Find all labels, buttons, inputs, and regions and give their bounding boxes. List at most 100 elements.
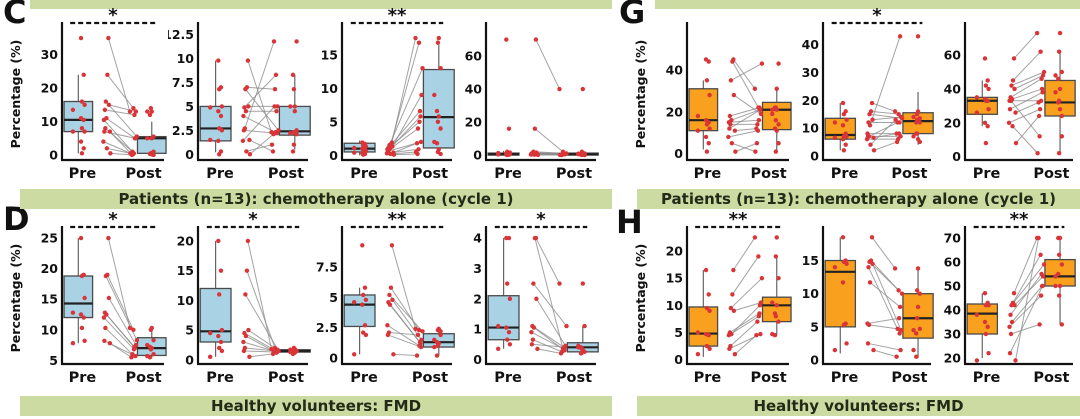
svg-text:0: 0 xyxy=(952,149,961,164)
subplot-H3: 20 30 40 50 60 70 ** Pre Post xyxy=(944,212,1076,386)
svg-text:Pre: Pre xyxy=(831,166,859,182)
svg-text:5: 5 xyxy=(329,114,338,129)
svg-text:15: 15 xyxy=(41,292,58,307)
subplot-D4: 0 1 2 3 4 * Pre Post xyxy=(473,212,599,386)
svg-text:2: 2 xyxy=(473,291,482,306)
panel-label-C: C xyxy=(3,0,27,31)
svg-text:10: 10 xyxy=(41,322,59,337)
svg-text:15: 15 xyxy=(802,253,819,268)
svg-text:20: 20 xyxy=(465,115,483,130)
svg-text:Pre: Pre xyxy=(494,166,522,182)
banner-patients-right: Patients (n=13): chemotherapy alone (cyc… xyxy=(637,189,1080,209)
svg-text:40: 40 xyxy=(944,303,962,318)
svg-text:5: 5 xyxy=(810,319,819,334)
svg-text:0: 0 xyxy=(185,352,194,367)
panel-G-charts: 0 20 40 Percentage (%) Pre Post 0 10 20 30 40 * Pre P… xyxy=(633,8,1077,188)
svg-text:15: 15 xyxy=(666,271,683,286)
svg-text:20: 20 xyxy=(177,233,195,248)
svg-text:Post: Post xyxy=(412,166,448,182)
svg-text:60: 60 xyxy=(944,255,962,270)
banner-healthy-left: Healthy volunteers: FMD xyxy=(20,396,612,416)
svg-text:2.5: 2.5 xyxy=(172,123,194,138)
svg-text:60: 60 xyxy=(944,48,962,63)
svg-text:0: 0 xyxy=(473,352,482,367)
svg-text:50: 50 xyxy=(944,279,962,294)
svg-text:30: 30 xyxy=(802,65,820,80)
svg-text:Pre: Pre xyxy=(69,370,97,386)
svg-text:12.5: 12.5 xyxy=(168,27,194,42)
subplot-G3: 0 20 40 60 Pre Post xyxy=(944,22,1076,182)
svg-text:40: 40 xyxy=(802,37,820,52)
banner-patients-left: Patients (n=13): chemotherapy alone (cyc… xyxy=(20,189,612,209)
svg-text:Post: Post xyxy=(1033,166,1069,182)
subplot-G1: 0 20 40 Percentage (%) Pre Post xyxy=(633,22,792,182)
svg-text:20: 20 xyxy=(666,104,684,119)
svg-text:*: * xyxy=(248,212,258,230)
svg-text:70: 70 xyxy=(944,231,962,246)
svg-text:10: 10 xyxy=(177,293,195,308)
svg-text:20: 20 xyxy=(666,244,684,259)
svg-text:Pre: Pre xyxy=(206,370,234,386)
svg-text:Post: Post xyxy=(751,166,787,182)
svg-text:Post: Post xyxy=(556,370,592,386)
panel-C-charts: 0 10 20 30 Percentage (%) * Pre Post 0 2.5 5 7.5 10 1… xyxy=(8,8,600,188)
svg-text:40: 40 xyxy=(944,81,962,96)
subplot-H1: 0 5 10 15 20 Percentage (%) ** Pre Post xyxy=(633,212,792,386)
svg-text:Pre: Pre xyxy=(694,370,722,386)
svg-text:Post: Post xyxy=(751,370,787,386)
svg-text:5: 5 xyxy=(49,353,58,368)
svg-text:10: 10 xyxy=(177,51,195,66)
svg-text:4: 4 xyxy=(473,231,482,246)
svg-text:Percentage (%): Percentage (%) xyxy=(633,244,648,353)
svg-text:**: ** xyxy=(1010,212,1029,230)
svg-text:Post: Post xyxy=(1033,370,1069,386)
subplot-C2: 0 2.5 5 7.5 10 12.5 Pre Post xyxy=(168,22,311,182)
subplot-D3: 0 2.5 5 7.5 ** Pre Post xyxy=(316,212,455,386)
svg-text:15: 15 xyxy=(321,47,338,62)
svg-text:3: 3 xyxy=(473,261,482,276)
svg-text:0: 0 xyxy=(185,147,194,162)
svg-text:*: * xyxy=(108,212,118,230)
svg-text:7.5: 7.5 xyxy=(172,75,194,90)
svg-text:*: * xyxy=(872,8,882,26)
svg-text:20: 20 xyxy=(41,261,59,276)
subplot-C1: 0 10 20 30 Percentage (%) * Pre Post xyxy=(8,8,167,182)
svg-text:0: 0 xyxy=(49,147,58,162)
svg-text:20: 20 xyxy=(944,115,962,130)
svg-text:Pre: Pre xyxy=(831,370,859,386)
svg-text:Pre: Pre xyxy=(206,166,234,182)
svg-text:60: 60 xyxy=(465,49,483,64)
svg-text:40: 40 xyxy=(666,62,684,77)
svg-text:**: ** xyxy=(388,8,407,26)
svg-text:Percentage (%): Percentage (%) xyxy=(8,244,23,353)
svg-text:Pre: Pre xyxy=(973,166,1001,182)
svg-text:Pre: Pre xyxy=(350,166,378,182)
svg-text:5: 5 xyxy=(674,325,683,340)
top-banner-left xyxy=(30,0,612,9)
svg-text:25: 25 xyxy=(41,231,58,246)
svg-text:5: 5 xyxy=(185,99,194,114)
svg-text:30: 30 xyxy=(41,47,59,62)
top-banner-right xyxy=(655,0,1080,9)
svg-text:20: 20 xyxy=(41,81,59,96)
panel-label-H: H xyxy=(616,203,643,241)
subplot-D1: 5 10 15 20 25 Percentage (%) * Pre Post xyxy=(8,212,167,386)
svg-text:10: 10 xyxy=(802,121,820,136)
svg-text:Post: Post xyxy=(268,370,304,386)
svg-text:10: 10 xyxy=(321,81,339,96)
svg-text:Pre: Pre xyxy=(694,166,722,182)
svg-text:30: 30 xyxy=(944,327,962,342)
svg-text:5: 5 xyxy=(185,323,194,338)
svg-text:20: 20 xyxy=(802,93,820,108)
svg-text:0: 0 xyxy=(674,352,683,367)
svg-text:Pre: Pre xyxy=(494,370,522,386)
svg-text:0: 0 xyxy=(473,148,482,163)
svg-text:10: 10 xyxy=(41,114,59,129)
svg-text:15: 15 xyxy=(177,263,194,278)
svg-text:Pre: Pre xyxy=(69,166,97,182)
svg-text:*: * xyxy=(108,8,118,26)
svg-text:10: 10 xyxy=(666,298,684,313)
svg-text:40: 40 xyxy=(465,82,483,97)
svg-text:Post: Post xyxy=(891,166,927,182)
